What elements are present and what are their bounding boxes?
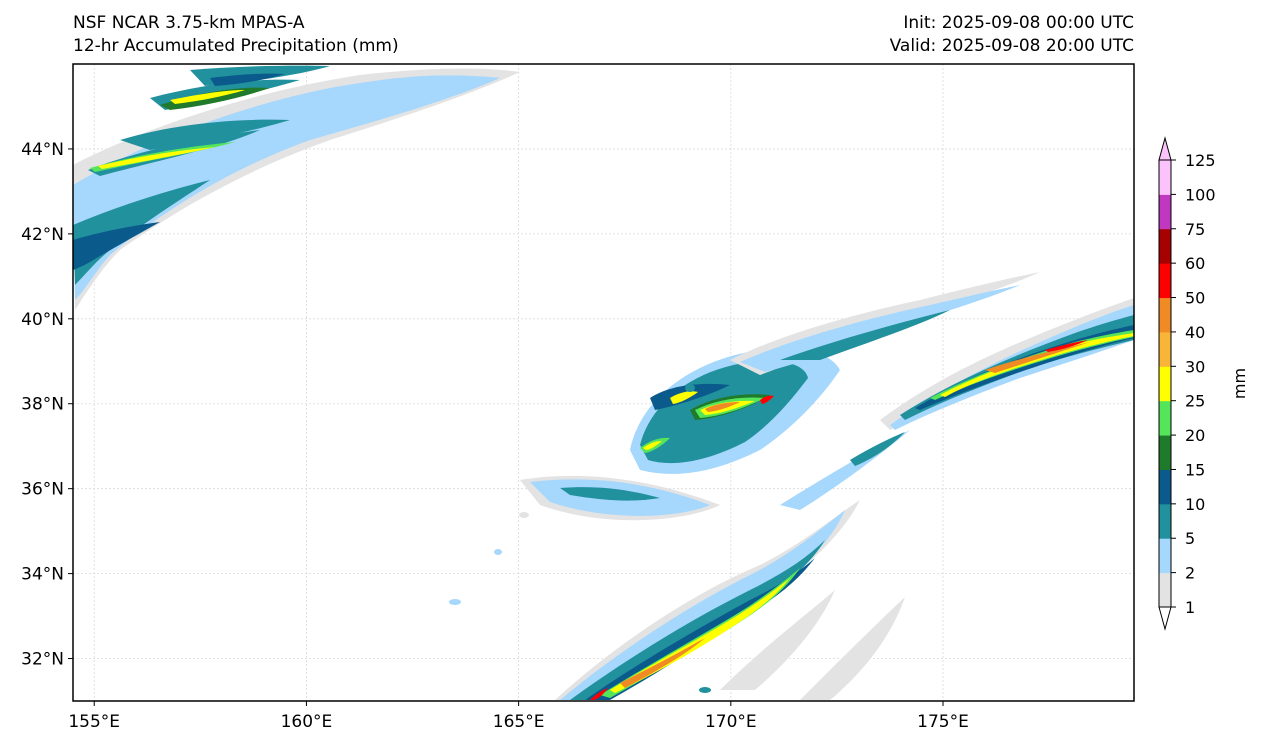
colorbar-tick-label: 25 <box>1185 392 1205 411</box>
colorbar-extend-min <box>1158 606 1172 631</box>
lat-tick-label: 32°N <box>21 650 64 670</box>
colorbar-unit-label: mm <box>1230 368 1249 399</box>
colorbar-tick-label: 125 <box>1185 151 1216 170</box>
valid-time: Valid: 2025-09-08 20:00 UTC <box>889 36 1134 56</box>
colorbar-tick-label: 30 <box>1185 357 1205 376</box>
lat-tick-label: 34°N <box>21 565 64 585</box>
colorbar-segment <box>1159 503 1171 539</box>
field-title: 12-hr Accumulated Precipitation (mm) <box>73 36 399 56</box>
colorbar-frame <box>1158 159 1172 608</box>
colorbar-segment <box>1159 297 1171 333</box>
colorbar-segment <box>1159 469 1171 505</box>
colorbar-segment <box>1159 366 1171 402</box>
colorbar-segment <box>1159 435 1171 470</box>
colorbar-segment <box>1159 538 1171 574</box>
precip-central-cluster <box>520 272 1040 521</box>
lat-tick-label: 42°N <box>21 225 64 245</box>
lon-tick-label: 160°E <box>281 712 333 732</box>
axis-ticks: 155°E 160°E 165°E 170°E 175°E 32°N 34°N 36°N 38°… <box>21 140 969 732</box>
map-plot-area <box>72 63 1135 702</box>
lon-tick-label: 175°E <box>917 712 969 732</box>
colorbar-tick-label: 100 <box>1185 185 1216 204</box>
colorbar-segment <box>1159 331 1171 367</box>
lat-tick-label: 44°N <box>21 140 64 160</box>
colorbar-tick-label: 20 <box>1185 426 1205 445</box>
model-title: NSF NCAR 3.75-km MPAS-A <box>73 13 305 33</box>
lon-tick-label: 170°E <box>705 712 757 732</box>
precip-scattered-cells <box>449 384 711 693</box>
colorbar-segment <box>1159 263 1171 299</box>
precip-northeast-front <box>780 298 1134 510</box>
colorbar-tick-label: 40 <box>1185 323 1205 342</box>
colorbar-tick-label: 50 <box>1185 289 1205 308</box>
colorbar-segment <box>1159 160 1171 195</box>
colorbar-segment <box>1159 228 1171 264</box>
precip-northwest-band <box>73 65 520 310</box>
colorbar-tick-label: 10 <box>1185 495 1205 514</box>
lon-tick-label: 155°E <box>68 712 120 732</box>
lat-tick-label: 38°N <box>21 395 64 415</box>
lat-tick-label: 36°N <box>21 480 64 500</box>
colorbar-segment <box>1159 572 1171 608</box>
colorbar-segment <box>1159 400 1171 436</box>
colorbar-tick-label: 1 <box>1185 598 1195 617</box>
colorbar-tick-label: 2 <box>1185 564 1195 583</box>
precip-southern-band <box>555 500 905 700</box>
colorbar-segment <box>1159 194 1171 230</box>
lon-tick-label: 165°E <box>493 712 545 732</box>
colorbar-tick-label: 75 <box>1185 220 1205 239</box>
colorbar-extend-max <box>1158 136 1172 161</box>
lat-tick-label: 40°N <box>21 310 64 330</box>
colorbar-tick-label: 5 <box>1185 529 1195 548</box>
init-time: Init: 2025-09-08 00:00 UTC <box>903 13 1134 33</box>
map-frame <box>72 63 1135 702</box>
colorbar-tick-label: 15 <box>1185 460 1205 479</box>
colorbar-tick-label: 60 <box>1185 254 1205 273</box>
precipitation-field <box>73 65 1134 700</box>
